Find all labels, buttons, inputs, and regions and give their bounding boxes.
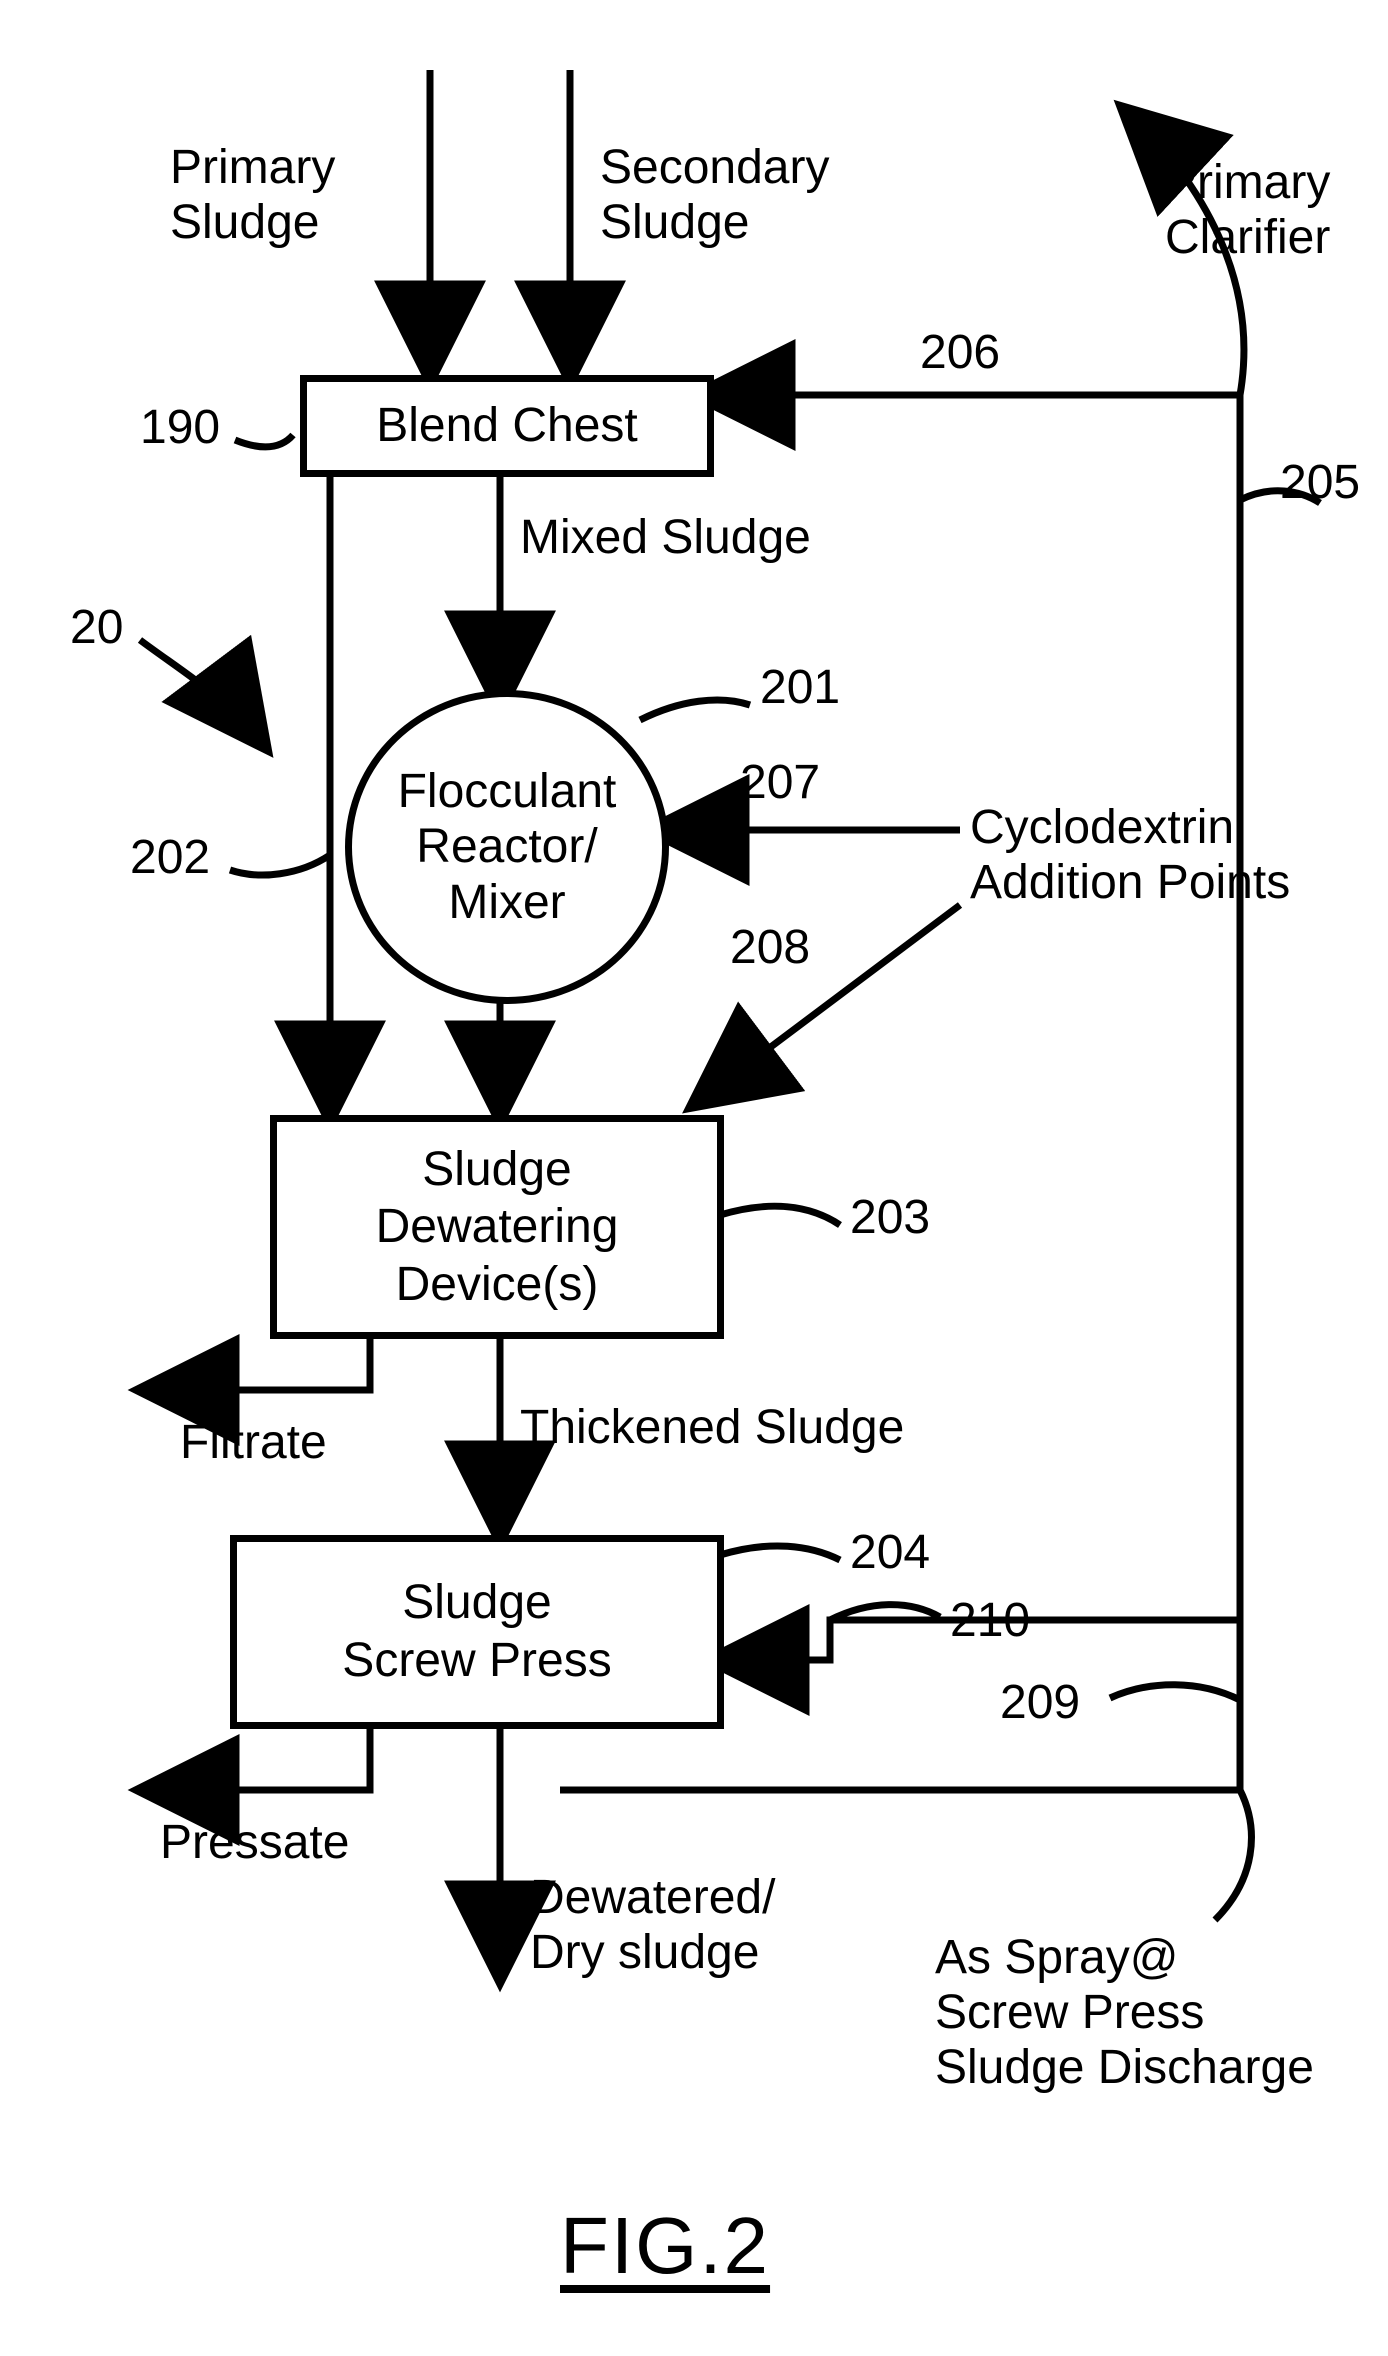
node-flocculant-reactor: Flocculant Reactor/ Mixer	[345, 690, 669, 1004]
ref-206: 206	[920, 325, 1000, 380]
node-dewatering-label: Sludge Dewatering Device(s)	[376, 1141, 619, 1314]
ref-20: 20	[70, 600, 123, 655]
ref-190: 190	[140, 400, 220, 455]
node-dewatering: Sludge Dewatering Device(s)	[270, 1115, 724, 1339]
ref-207: 207	[740, 755, 820, 810]
label-dewatered: Dewatered/ Dry sludge	[530, 1870, 775, 1980]
label-mixed-sludge: Mixed Sludge	[520, 510, 811, 565]
ref-202: 202	[130, 830, 210, 885]
node-screw-press: Sludge Screw Press	[230, 1535, 724, 1729]
ref-201: 201	[760, 660, 840, 715]
label-pressate: Pressate	[160, 1815, 349, 1870]
ref-209: 209	[1000, 1675, 1080, 1730]
label-primary-sludge: Primary Sludge	[170, 140, 335, 250]
node-blend-chest: Blend Chest	[300, 375, 714, 477]
label-filtrate: Filtrate	[180, 1415, 327, 1470]
node-screw-press-label: Sludge Screw Press	[342, 1574, 611, 1689]
label-spray-note: As Spray@ Screw Press Sludge Discharge	[935, 1930, 1314, 2096]
ref-210: 210	[950, 1593, 1030, 1648]
node-blend-chest-label: Blend Chest	[376, 397, 638, 455]
ref-205: 205	[1280, 455, 1360, 510]
ref-208: 208	[730, 920, 810, 975]
figure-title: FIG.2	[560, 2200, 770, 2292]
ref-204: 204	[850, 1525, 930, 1580]
node-flocculant-label: Flocculant Reactor/ Mixer	[398, 764, 617, 930]
ref-203: 203	[850, 1190, 930, 1245]
label-thickened-sludge: Thickened Sludge	[520, 1400, 904, 1455]
label-primary-clarifier: Primary Clarifier	[1165, 155, 1330, 265]
label-cyclodextrin: Cyclodextrin Addition Points	[970, 800, 1290, 910]
label-secondary-sludge: Secondary Sludge	[600, 140, 829, 250]
diagram-canvas: Primary Sludge Secondary Sludge Primary …	[0, 0, 1388, 2356]
